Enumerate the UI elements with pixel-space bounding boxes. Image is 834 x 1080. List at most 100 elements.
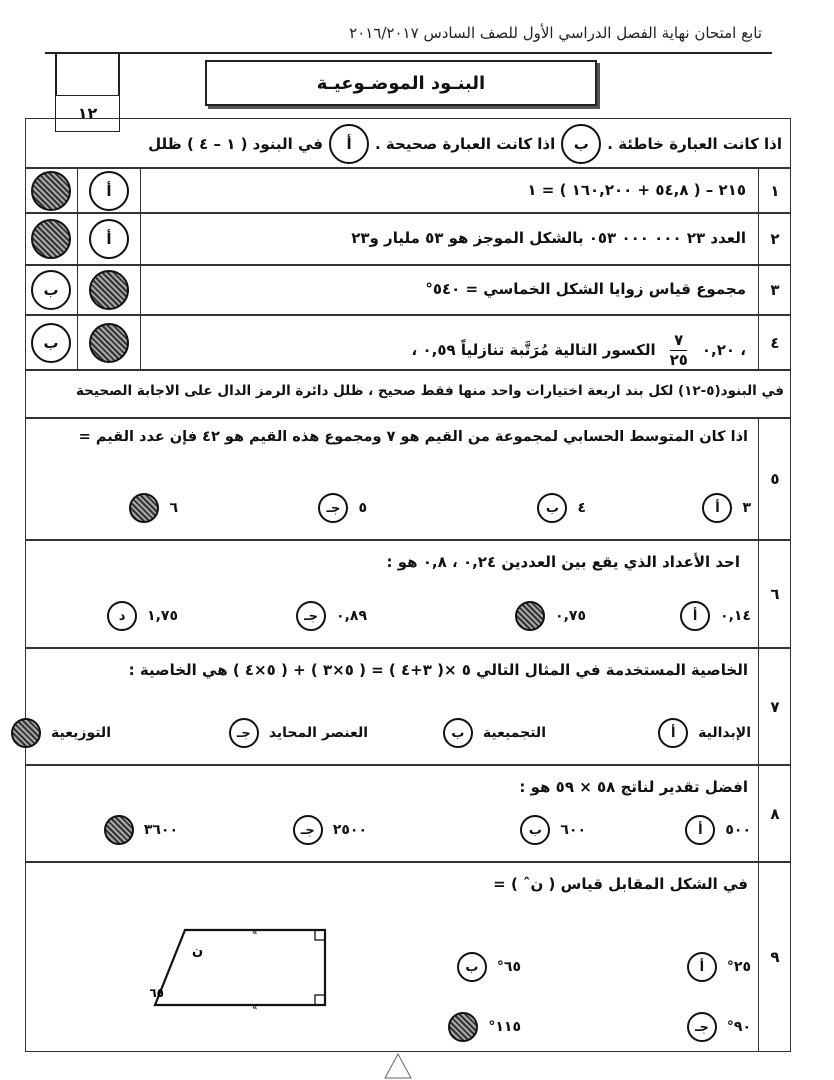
question-number: ٧ [770,697,780,716]
option-letter-circle[interactable]: أ [685,815,716,845]
option-value: ١,٧٥ [147,608,178,624]
option-false-circle[interactable]: ب [31,170,71,211]
option-letter-circle[interactable]: جـ [228,718,259,748]
item-number: ٣ [770,281,780,299]
question-text: احد الأعداد الذي يقع بين العددين ٠,٢٤ ، … [386,553,740,571]
number-cell: ٦ [758,540,791,648]
option-letter-circle[interactable]: د [11,718,42,748]
number-cell: ٤ [758,315,791,370]
true-cell: أ [77,168,141,213]
option[interactable]: جـ ٩٠° [686,1012,751,1042]
false-letter-circle: ب [561,124,602,164]
question-number: ٨ [770,804,780,823]
question-number: ٦ [770,585,780,603]
item-number: ٢ [770,230,780,248]
statement-text: العدد ٢٣ ٠٠٠ ٠٠٠ ٠٥٣ بالشكل الموجز هو ٥٣… [351,229,746,247]
false-cell: ب [25,265,78,315]
option-value: العنصر المحايد [268,725,368,741]
fraction-denominator: ٢٥ [669,350,688,369]
false-cell: ب [25,168,78,213]
option-letter-circle[interactable]: ب [515,601,546,631]
mcq-row: ٨ افضل تقدير لناتج ٥٨ × ٥٩ هو : [25,765,791,862]
statement: مجموع قياس زوايا الشكل الخماسي = ٥٤٠° [425,280,746,298]
option[interactable]: جـ ٢٥٠٠ [292,815,367,845]
option-false-circle[interactable]: ب [31,322,71,363]
option-true-circle[interactable]: أ [89,219,129,259]
option-false-circle[interactable]: ب [31,270,71,310]
option[interactable]: د ١١٥° [448,1012,521,1042]
item-number: ١ [770,181,780,200]
option-true-circle[interactable]: أ [89,322,129,363]
option-value: ٦ [169,500,178,516]
option[interactable]: ب ٠,٧٥ [515,601,586,631]
option-value: ٠,١٤ [720,608,751,624]
score-box: ١٢ [55,95,120,132]
option-letter-circle[interactable]: د [103,815,134,845]
option-letter-circle[interactable]: ب [456,952,487,982]
option-letter-circle[interactable]: د [107,601,138,631]
number-cell: ٥ [758,418,791,540]
option-letter-circle[interactable]: ب [537,493,568,523]
true-cell: أ [77,213,141,265]
statement-text: مجموع قياس زوايا الشكل الخماسي = ٥٤٠° [425,280,746,298]
mcq-row: ٥ اذا كان المتوسط الحسابي لمجموعة من القي… [25,418,791,540]
option[interactable]: ب ٦٠٠ [520,815,586,845]
option-value: ٠,٨٩ [336,608,367,624]
option-true-circle[interactable]: أ [89,170,129,211]
part1-instruction-row: في البنود ( ١ – ٤ ) ظلل أ اذا كانت العبا… [25,118,791,168]
option-letter-circle[interactable]: أ [686,952,717,982]
option[interactable]: جـ العنصر المحايد [228,718,368,748]
option-letter-circle[interactable]: أ [658,718,689,748]
part2-instruction: في البنود(٥-١٢) لكل بند اربعة اختيارات و… [75,383,784,399]
statement-after: ، ٠,٢٠ [701,341,746,359]
option-true-circle[interactable]: أ [89,270,129,310]
trapezoid-figure: « « ن ٦٥° [150,928,327,1013]
option[interactable]: أ ٠,١٤ [680,601,751,631]
option-value: التوزيعية [51,725,111,741]
question-number: ٩ [770,948,780,966]
option[interactable]: جـ ٠,٨٩ [296,601,367,631]
true-letter-circle: أ [329,124,370,164]
option-letter-circle[interactable]: جـ [686,1012,717,1042]
statement-text: الكسور التالية مُرَتَّبة تنازلياً ٠,٥٩ ،… [411,332,746,369]
option-value: ٣٦٠٠ [143,822,178,838]
option[interactable]: د التوزيعية [11,718,111,748]
option-letter-circle[interactable]: أ [702,493,733,523]
instruction-suffix: اذا كانت العبارة خاطئة . [607,135,782,153]
mcq-row: ٧ الخاصية المستخدمة في المثال التالي ٥ ×(… [25,648,791,765]
option-letter-circle[interactable]: د [129,493,160,523]
option[interactable]: د٦ [129,493,178,523]
option-letter-circle[interactable]: أ [680,601,711,631]
option[interactable]: أ ٥٠٠ [685,815,751,845]
score-box-left [55,52,57,130]
option-letter-circle[interactable]: د [448,1012,479,1042]
score-box-right [118,52,120,130]
number-cell: ٩ [758,862,791,1052]
option[interactable]: أ ٢٥° [686,952,751,982]
option[interactable]: أ الإبدالية [658,718,751,748]
option-letter-circle[interactable]: جـ [296,601,327,631]
option-false-circle[interactable]: ب [31,219,71,259]
option[interactable]: ب ٦٥° [456,952,521,982]
option-letter-circle[interactable]: جـ [292,815,323,845]
option[interactable]: د ١,٧٥ [107,601,178,631]
option[interactable]: ب التجميعية [442,718,546,748]
option-value: ٦٠٠ [560,822,586,838]
number-cell: ٣ [758,265,791,315]
option-letter-circle[interactable]: ب [442,718,473,748]
statement: الكسور التالية مُرَتَّبة تنازلياً ٠,٥٩ ، [411,341,656,359]
number-cell: ٢ [758,213,791,265]
false-cell: ب [25,213,78,265]
option-value: ١١٥° [488,1019,521,1035]
instruction-mid: اذا كانت العبارة صحيحة . [375,135,556,153]
option[interactable]: جـ ٥ [318,493,367,523]
option[interactable]: د ٣٦٠٠ [103,815,178,845]
given-angle: ٦٥° [150,986,164,1000]
option-value: ٥ [358,500,367,516]
option-letter-circle[interactable]: جـ [318,493,349,523]
true-cell: أ [77,315,141,370]
option-letter-circle[interactable]: ب [520,815,551,845]
statement-text: ٢١٥ – ( ٥٤,٨ + ١٦٠,٢٠٠ ) = ١ [527,181,746,199]
